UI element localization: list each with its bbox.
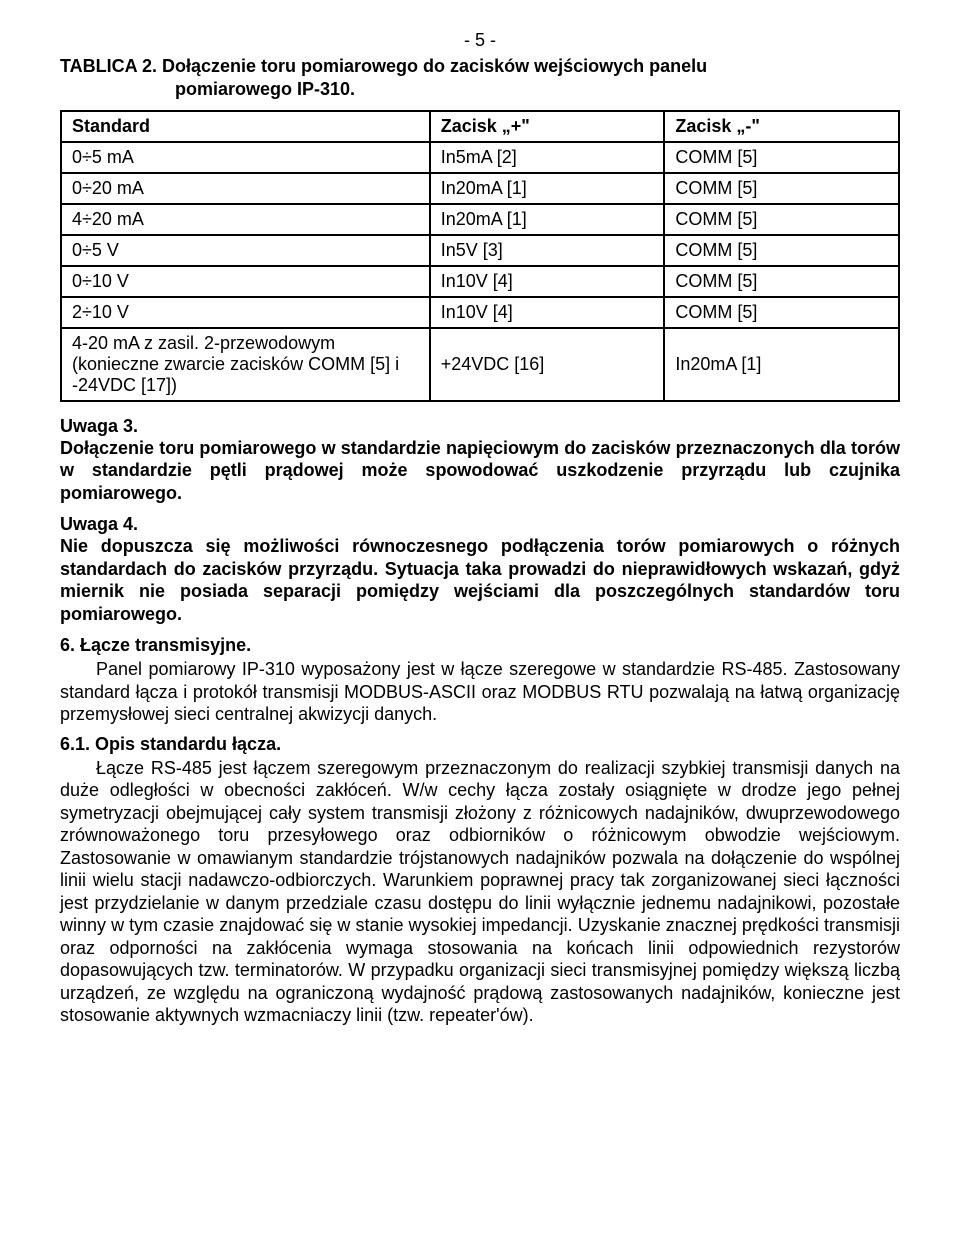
table-row: 0÷20 mA In20mA [1] COMM [5] [61, 173, 899, 204]
table-cell: COMM [5] [664, 266, 899, 297]
table-cell: 2÷10 V [61, 297, 430, 328]
table-header-zacisk-plus: Zacisk „+" [430, 111, 665, 142]
section61-body: Łącze RS-485 jest łączem szeregowym prze… [60, 757, 900, 1027]
table-row: 0÷5 V In5V [3] COMM [5] [61, 235, 899, 266]
table-cell: In20mA [1] [430, 204, 665, 235]
table-cell: 4÷20 mA [61, 204, 430, 235]
table-cell: In10V [4] [430, 297, 665, 328]
table-cell: 0÷5 mA [61, 142, 430, 173]
table-row: 0÷5 mA In5mA [2] COMM [5] [61, 142, 899, 173]
table-cell: In20mA [1] [430, 173, 665, 204]
table-cell: +24VDC [16] [430, 328, 665, 401]
table-row: 0÷10 V In10V [4] COMM [5] [61, 266, 899, 297]
table-cell: COMM [5] [664, 297, 899, 328]
table2-caption-desc-line1: Dołączenie toru pomiarowego do zacisków … [162, 56, 707, 76]
table-cell: In20mA [1] [664, 328, 899, 401]
note4-body: Nie dopuszcza się możliwości równoczesne… [60, 535, 900, 625]
note3-body: Dołączenie toru pomiarowego w standardzi… [60, 437, 900, 505]
table-cell: In5V [3] [430, 235, 665, 266]
table-cell: In10V [4] [430, 266, 665, 297]
table-cell: COMM [5] [664, 204, 899, 235]
section6-heading: 6. Łącze transmisyjne. [60, 635, 900, 656]
table-cell: COMM [5] [664, 173, 899, 204]
table-cell: 0÷10 V [61, 266, 430, 297]
section61-heading: 6.1. Opis standardu łącza. [60, 734, 900, 755]
table-cell: 4-20 mA z zasil. 2-przewodowym (konieczn… [61, 328, 430, 401]
note4-heading: Uwaga 4. [60, 514, 900, 535]
page-number: - 5 - [60, 30, 900, 51]
table2-caption-desc-line2: pomiarowego IP-310. [60, 78, 900, 101]
table2-caption-label: TABLICA 2. [60, 56, 157, 76]
table-row: 4÷20 mA In20mA [1] COMM [5] [61, 204, 899, 235]
table2-caption: TABLICA 2. Dołączenie toru pomiarowego d… [60, 55, 900, 102]
table-header-row: Standard Zacisk „+" Zacisk „-" [61, 111, 899, 142]
note3-heading: Uwaga 3. [60, 416, 900, 437]
table-cell: COMM [5] [664, 235, 899, 266]
document-page: - 5 - TABLICA 2. Dołączenie toru pomiaro… [0, 0, 960, 1073]
table-row: 4-20 mA z zasil. 2-przewodowym (konieczn… [61, 328, 899, 401]
table-header-standard: Standard [61, 111, 430, 142]
table2: Standard Zacisk „+" Zacisk „-" 0÷5 mA In… [60, 110, 900, 402]
table-cell: 0÷5 V [61, 235, 430, 266]
table-header-zacisk-minus: Zacisk „-" [664, 111, 899, 142]
table-cell: COMM [5] [664, 142, 899, 173]
section6-body: Panel pomiarowy IP-310 wyposażony jest w… [60, 658, 900, 726]
table-cell: In5mA [2] [430, 142, 665, 173]
table-row: 2÷10 V In10V [4] COMM [5] [61, 297, 899, 328]
table-cell: 0÷20 mA [61, 173, 430, 204]
